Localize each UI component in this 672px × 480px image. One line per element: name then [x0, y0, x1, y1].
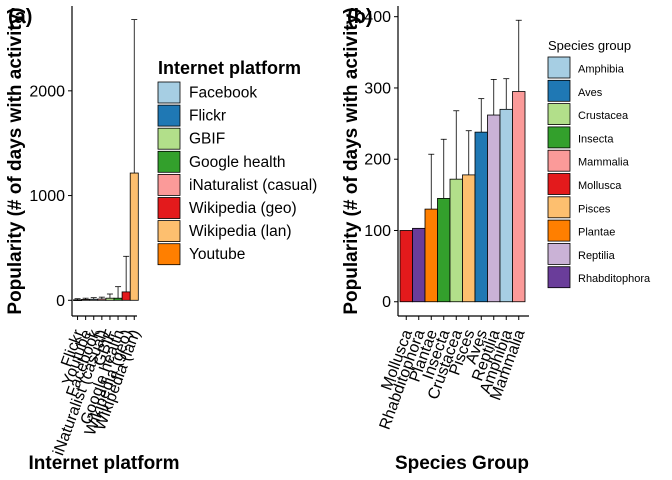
legend: Species group Amphibia Aves Crustacea Insect…: [547, 38, 651, 289]
legend-label: Mollusca: [578, 180, 622, 192]
bar: [474, 131, 488, 303]
bar: [399, 230, 413, 303]
bar: [437, 198, 451, 303]
legend-swatch: [547, 79, 571, 102]
bar: [121, 291, 131, 301]
y-tick-label: 0: [56, 293, 65, 310]
legend: Internet platform Facebook Flickr GBIF Googl…: [157, 58, 317, 266]
legend-label: Rhabditophora: [578, 273, 651, 285]
legend-label: GBIF: [189, 131, 225, 148]
legend-label: Google health: [189, 154, 286, 171]
bar: [97, 298, 107, 301]
legend-swatch: [157, 173, 181, 196]
legend-swatch: [157, 243, 181, 266]
bar: [424, 208, 438, 303]
legend-swatch: [547, 266, 571, 289]
legend-label: Wikipedia (lan): [189, 223, 292, 240]
legend-label: Plantae: [578, 227, 615, 239]
legend-label: Crustacea: [578, 110, 629, 122]
panel-tag: (b): [347, 6, 373, 28]
legend-swatch: [157, 220, 181, 243]
y-tick-label: 1000: [29, 188, 65, 205]
legend-swatch: [157, 150, 181, 173]
legend-swatch: [547, 103, 571, 125]
legend-swatch: [157, 197, 181, 219]
legend-label: Facebook: [189, 85, 257, 102]
x-axis-title: Internet platform: [29, 453, 180, 474]
bar: [129, 172, 139, 301]
bar: [487, 114, 501, 303]
y-tick-label: 200: [364, 152, 391, 169]
legend-label: Youtube: [189, 246, 245, 263]
legend-swatch: [547, 242, 571, 265]
y-tick-label: 2000: [29, 83, 65, 100]
bar: [412, 227, 426, 303]
bar: [81, 299, 91, 301]
legend-swatch: [547, 149, 571, 172]
legend-label: Mammalia: [578, 157, 630, 169]
panel-b: 0 100 200 300 400 Mollusca Rhabditophora Planta…: [341, 6, 651, 474]
bar: [449, 178, 463, 303]
bar: [499, 108, 513, 303]
legend-label: Reptilia: [578, 250, 616, 262]
panel-tag: (a): [8, 6, 32, 28]
bar: [105, 297, 115, 301]
legend-swatch: [547, 219, 571, 242]
legend-swatch: [547, 126, 571, 149]
legend-label: iNaturalist (casual): [189, 177, 317, 194]
y-tick-label: 0: [382, 294, 391, 311]
bar: [462, 174, 476, 303]
legend-swatch: [547, 196, 571, 219]
bar: [73, 299, 83, 301]
x-axis-title: Species Group: [395, 453, 529, 474]
legend-title: Internet platform: [158, 58, 301, 78]
panel-a: 0 1000 2000 Flickr Youtube Facebook iNaturalis…: [5, 6, 317, 474]
legend-label: Flickr: [189, 108, 226, 125]
y-tick-label: 300: [364, 80, 391, 97]
bar: [512, 91, 526, 303]
legend-title: Species group: [548, 38, 631, 53]
bar: [89, 298, 99, 301]
legend-swatch: [157, 127, 181, 150]
legend-label: Wikipedia (geo): [189, 200, 297, 217]
legend-swatch: [157, 104, 181, 127]
bar: [113, 297, 123, 301]
y-tick-label: 100: [364, 223, 391, 240]
legend-label: Insecta: [578, 133, 614, 145]
y-axis-title: Popularity (# of days with activity): [5, 7, 26, 314]
legend-label: Amphibia: [578, 64, 625, 76]
legend-swatch: [547, 56, 571, 79]
y-axis-title: Popularity (# of days with activity): [341, 7, 362, 314]
legend-label: Pisces: [578, 203, 611, 215]
legend-swatch: [157, 81, 181, 104]
legend-swatch: [547, 173, 571, 195]
y-tick-label: 400: [364, 9, 391, 26]
legend-label: Aves: [578, 87, 603, 99]
